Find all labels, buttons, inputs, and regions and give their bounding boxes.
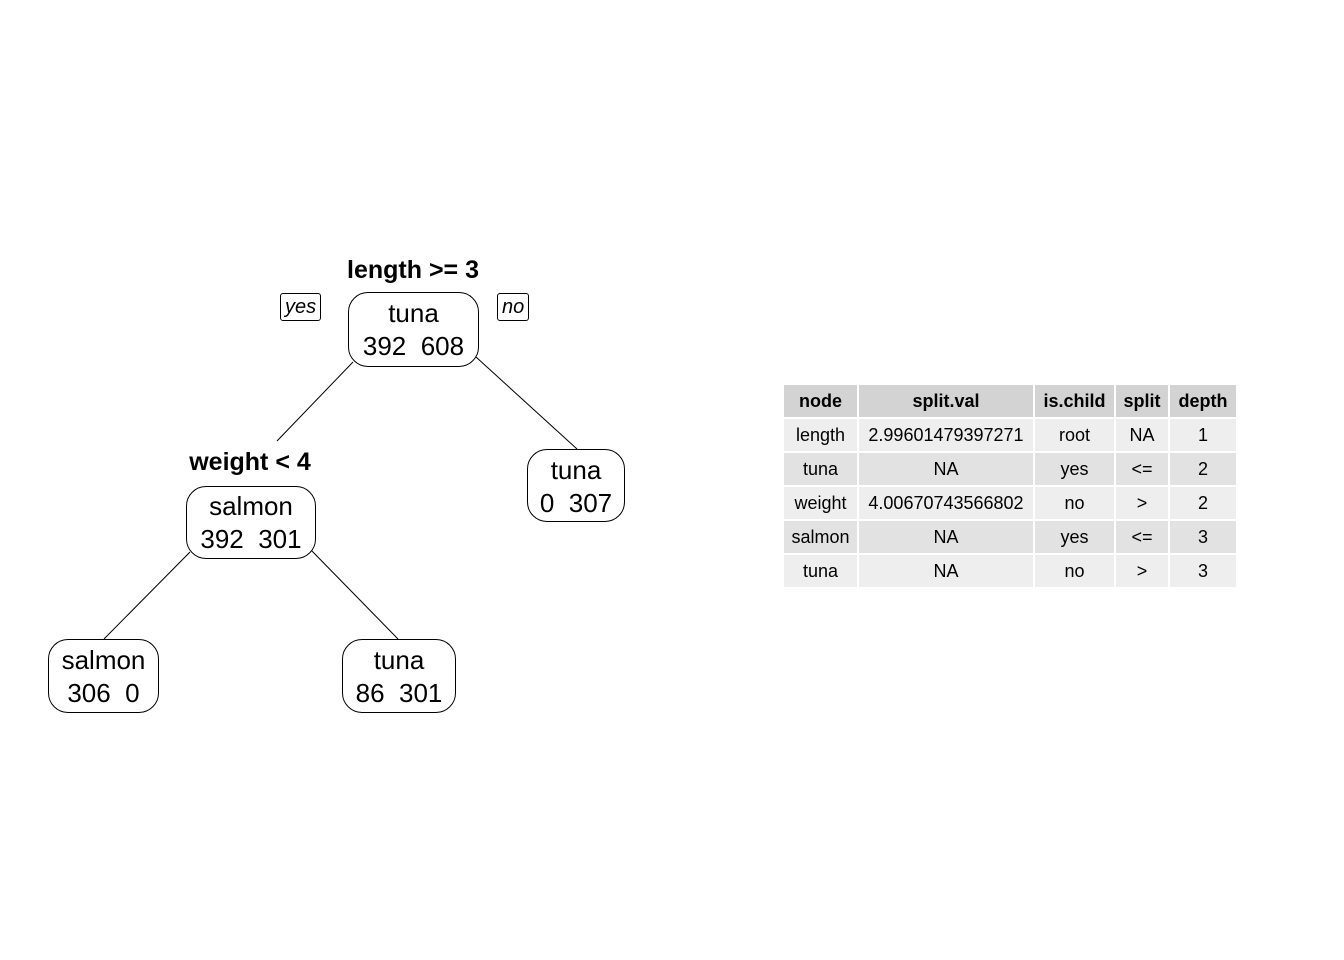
- col-header-split: split: [1115, 385, 1170, 418]
- left-node-label: salmon: [209, 491, 293, 521]
- table-cell: yes: [1034, 451, 1116, 486]
- table-row: tuna NA no > 3: [784, 553, 1236, 587]
- table-cell: <=: [1115, 519, 1170, 554]
- root-split-label: length >= 3: [347, 256, 479, 284]
- table-cell: tuna: [784, 451, 859, 486]
- col-header-split-val: split.val: [858, 385, 1035, 418]
- edge-root-left: [276, 361, 354, 442]
- left-node-counts: 392 301: [200, 524, 302, 554]
- table-row: salmon NA yes <= 3: [784, 519, 1236, 554]
- right-leaf-label: tuna: [550, 455, 602, 485]
- yes-tag: yes: [280, 293, 322, 321]
- table-cell: yes: [1034, 519, 1116, 554]
- table-cell: 1: [1169, 417, 1236, 452]
- table-cell: 4.00670743566802: [858, 485, 1035, 520]
- edge-left-leftleft: [103, 551, 191, 640]
- no-tag: no: [497, 293, 530, 321]
- table-cell: tuna: [784, 553, 859, 587]
- table-cell: >: [1115, 553, 1170, 587]
- col-header-is-child: is.child: [1034, 385, 1116, 418]
- table-cell: salmon: [784, 519, 859, 554]
- table-cell: 3: [1169, 519, 1236, 554]
- decision-tree: length >= 3 yes no tuna 392 608 weight <…: [48, 256, 625, 713]
- table-cell: >: [1115, 485, 1170, 520]
- left-right-leaf-node: tuna 86 301: [342, 639, 456, 713]
- right-leaf-node: tuna 0 307: [527, 449, 625, 522]
- left-left-leaf-node: salmon 306 0: [48, 639, 159, 713]
- table-header-row: node split.val is.child split depth: [784, 385, 1236, 418]
- table-row: tuna NA yes <= 2: [784, 451, 1236, 486]
- table-cell: root: [1034, 417, 1116, 452]
- right-leaf-counts: 0 307: [539, 488, 613, 518]
- table-cell: NA: [1115, 417, 1170, 452]
- root-node-label: tuna: [388, 298, 439, 328]
- left-split-label: weight < 4: [189, 448, 311, 476]
- table-cell: NA: [858, 519, 1035, 554]
- left-left-leaf-label: salmon: [61, 645, 146, 675]
- left-node: salmon 392 301: [186, 486, 316, 559]
- edge-root-right: [475, 356, 578, 450]
- table-cell: no: [1034, 485, 1116, 520]
- table-cell: weight: [784, 485, 859, 520]
- table-cell: NA: [858, 553, 1035, 587]
- col-header-node: node: [784, 385, 859, 418]
- table-cell: 2: [1169, 451, 1236, 486]
- table-row: weight 4.00670743566802 no > 2: [784, 485, 1236, 520]
- table-cell: 2: [1169, 485, 1236, 520]
- left-right-leaf-label: tuna: [373, 645, 425, 675]
- root-node-counts: 392 608: [362, 331, 465, 361]
- edge-left-leftright: [309, 548, 399, 640]
- table-cell: 3: [1169, 553, 1236, 587]
- left-left-leaf-counts: 306 0: [67, 678, 140, 708]
- table-cell: 2.99601479397271: [858, 417, 1035, 452]
- root-node: tuna 392 608: [348, 292, 479, 367]
- table-cell: no: [1034, 553, 1116, 587]
- table-cell: NA: [858, 451, 1035, 486]
- table-cell: <=: [1115, 451, 1170, 486]
- table-cell: length: [784, 417, 859, 452]
- table-row: length 2.99601479397271 root NA 1: [784, 417, 1236, 452]
- left-right-leaf-counts: 86 301: [355, 678, 443, 708]
- split-table: node split.val is.child split depth leng…: [784, 385, 1236, 587]
- col-header-depth: depth: [1169, 385, 1236, 418]
- tree-edges: [103, 356, 578, 640]
